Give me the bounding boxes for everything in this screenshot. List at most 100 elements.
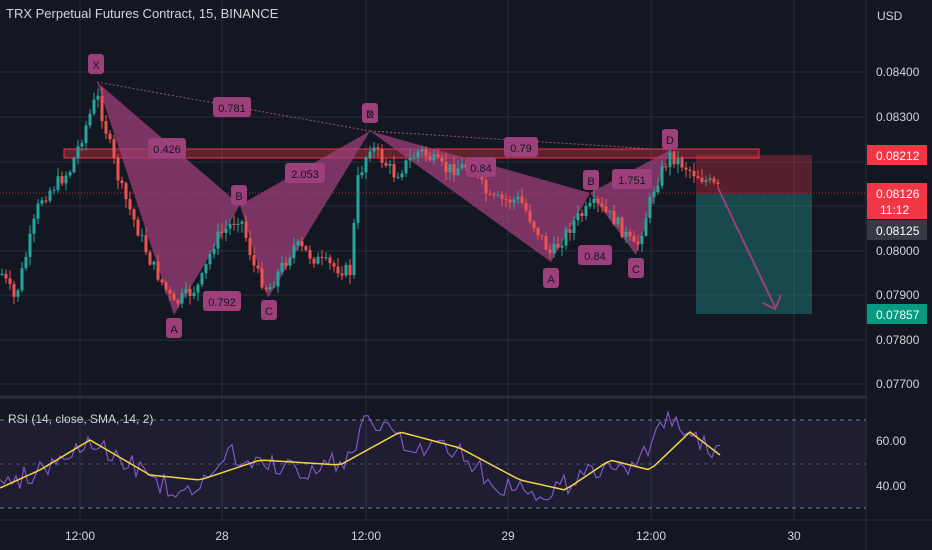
time-tick-3: 29 bbox=[501, 529, 515, 543]
candle-body bbox=[96, 95, 100, 100]
price-tick-4: 0.08000 bbox=[876, 244, 920, 258]
candle-body bbox=[660, 166, 664, 186]
candle-body bbox=[44, 200, 48, 202]
candle-body bbox=[184, 288, 188, 294]
candle-body bbox=[336, 266, 340, 274]
stop-loss-zone[interactable] bbox=[696, 155, 812, 194]
price-tag-current: 0.08126 bbox=[876, 187, 920, 201]
candle-body bbox=[168, 289, 172, 294]
candle-body bbox=[556, 243, 560, 248]
candle-body bbox=[404, 160, 408, 174]
label-d1: D bbox=[366, 109, 374, 121]
candle-body bbox=[224, 228, 228, 233]
candle-body bbox=[140, 235, 144, 237]
candle-body bbox=[388, 163, 392, 166]
label-b1: B bbox=[235, 191, 242, 203]
candle-body bbox=[512, 199, 516, 203]
candle-body bbox=[48, 190, 52, 201]
candle-body bbox=[80, 143, 84, 147]
candle-body bbox=[420, 148, 424, 152]
candle-body bbox=[208, 254, 212, 265]
candle-body bbox=[100, 95, 104, 122]
candle-body bbox=[156, 261, 160, 280]
candle-body bbox=[552, 243, 556, 254]
candle-body bbox=[320, 256, 324, 258]
time-tick-1: 28 bbox=[215, 529, 229, 543]
candle-body bbox=[132, 209, 136, 220]
candle-body bbox=[164, 282, 168, 290]
candle-body bbox=[484, 179, 488, 194]
candle-body bbox=[288, 257, 292, 266]
ratio-4: 0.792 bbox=[208, 297, 236, 309]
candle-body bbox=[448, 164, 452, 173]
candle-body bbox=[544, 236, 548, 250]
label-d1-bg bbox=[362, 103, 378, 123]
rsi-ma-line bbox=[0, 431, 721, 491]
candle-body bbox=[280, 262, 284, 272]
candle-body bbox=[300, 241, 304, 247]
ratio-4-bg bbox=[203, 291, 241, 311]
ratio-6: 0.84 bbox=[470, 163, 491, 175]
candle-body bbox=[500, 194, 504, 199]
candle-body bbox=[212, 248, 216, 255]
candle-body bbox=[452, 164, 456, 176]
candle-body bbox=[36, 203, 40, 219]
ratio-5: 0.79 bbox=[510, 143, 531, 155]
price-tag-entry: 0.08125 bbox=[876, 224, 920, 238]
candle-body bbox=[148, 252, 152, 265]
candle-body bbox=[572, 220, 576, 233]
candle-body bbox=[260, 268, 264, 288]
candle-body bbox=[596, 198, 600, 204]
candle-body bbox=[220, 231, 224, 233]
candle-body bbox=[304, 246, 308, 251]
price-tick-1: 0.08300 bbox=[876, 110, 920, 124]
ratio-5-bg bbox=[504, 137, 538, 157]
candle-body bbox=[228, 223, 232, 229]
candle-body bbox=[684, 167, 688, 170]
candle-body bbox=[52, 189, 56, 191]
harmonic-2-xab bbox=[370, 131, 590, 262]
candle-body bbox=[644, 218, 648, 236]
rsi-tick-60: 60.00 bbox=[876, 434, 906, 448]
candle-body bbox=[588, 203, 592, 207]
candle-body bbox=[368, 151, 372, 158]
ratio-8: 0.84 bbox=[584, 251, 605, 263]
candle-body bbox=[584, 206, 588, 217]
harmonic-1-bcd bbox=[240, 131, 370, 298]
label-b2-bg bbox=[583, 170, 599, 190]
currency-label: USD bbox=[877, 9, 903, 23]
candle-body bbox=[532, 221, 536, 229]
label-a2-bg bbox=[543, 268, 559, 288]
candle-body bbox=[136, 219, 140, 236]
candle-body bbox=[696, 176, 700, 178]
candle-body bbox=[412, 157, 416, 159]
candle-body bbox=[84, 125, 88, 144]
label-c2: C bbox=[632, 264, 640, 276]
ratio-1: 0.426 bbox=[153, 144, 181, 156]
candle-body bbox=[708, 178, 712, 181]
candle-body bbox=[348, 264, 352, 276]
label-x2: X bbox=[366, 109, 374, 121]
candle-body bbox=[488, 193, 492, 195]
candle-body bbox=[248, 237, 252, 256]
candle-body bbox=[244, 221, 248, 238]
candlestick-series bbox=[0, 87, 720, 308]
candle-body bbox=[232, 223, 236, 226]
candle-body bbox=[624, 231, 628, 237]
rsi-title: RSI (14, close, SMA, 14, 2) bbox=[8, 412, 154, 426]
take-profit-zone[interactable] bbox=[696, 194, 812, 314]
candle-body bbox=[308, 250, 312, 259]
candle-body bbox=[108, 133, 112, 140]
candle-body bbox=[652, 192, 656, 197]
label-b2: B bbox=[587, 176, 594, 188]
candle-body bbox=[496, 194, 500, 196]
price-tick-0: 0.08400 bbox=[876, 65, 920, 79]
candle-body bbox=[580, 213, 584, 217]
label-a1-bg bbox=[166, 318, 182, 338]
candle-body bbox=[60, 176, 64, 184]
candle-body bbox=[616, 217, 620, 225]
candle-body bbox=[236, 223, 240, 226]
candle-body bbox=[40, 200, 44, 204]
